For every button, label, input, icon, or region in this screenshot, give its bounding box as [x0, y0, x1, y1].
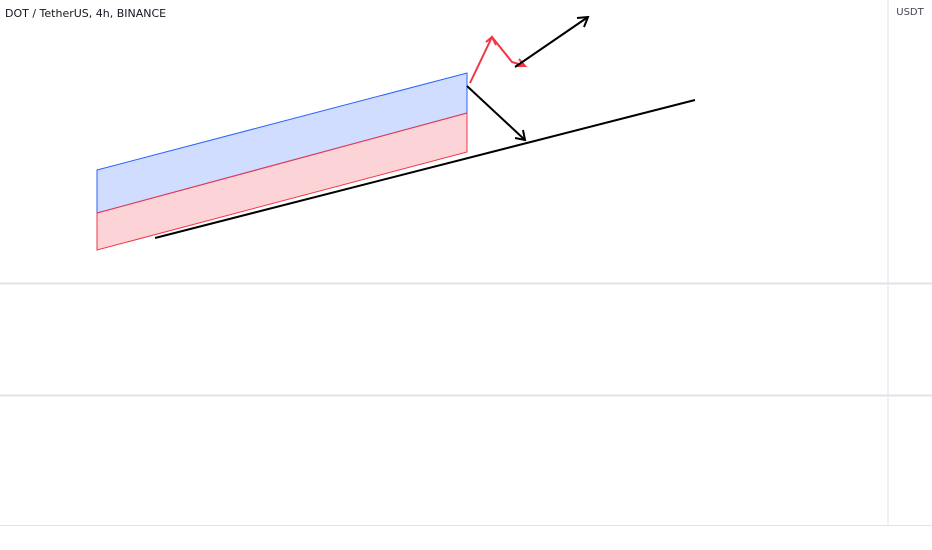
- channel-lower: [96, 112, 468, 251]
- arrow-red-head: [485, 35, 497, 46]
- drawings: [96, 72, 468, 251]
- arrow-red-head: [516, 58, 528, 67]
- overlays: [154, 15, 696, 239]
- chart-title: DOT / TetherUS, 4h, BINANCE: [5, 7, 166, 20]
- price-axis: [888, 0, 932, 550]
- arrow-down-head: [514, 129, 527, 142]
- arrow-up: [514, 16, 589, 68]
- arrow-down: [466, 85, 526, 141]
- currency-label: USDT: [896, 7, 924, 18]
- trendline: [154, 99, 696, 239]
- arrow-up-head: [576, 15, 590, 28]
